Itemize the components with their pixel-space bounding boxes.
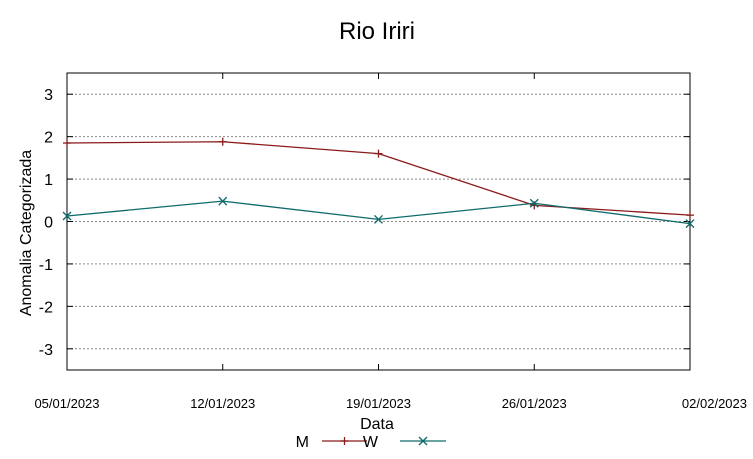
data-point-W	[685, 219, 695, 229]
data-point-M	[63, 139, 71, 148]
y-tick-label: -3	[39, 342, 53, 359]
y-axis-label: Anomalia Categorizada	[18, 150, 35, 316]
y-tick-label: 0	[44, 215, 53, 232]
data-point-W	[218, 196, 228, 206]
series	[62, 137, 695, 229]
legend-label-M: M	[296, 434, 309, 451]
data-point-W	[529, 198, 539, 208]
x-tick-label: 19/01/2023	[346, 396, 411, 411]
data-point-W	[62, 211, 72, 221]
legend-label-W: W	[363, 434, 379, 451]
axes: 3 2 1 0 -1 -2 -3 05/01/2023 12/01/2023 19/01/2023…	[34, 72, 747, 411]
legend-marker-W	[418, 436, 428, 446]
y-tick-label: -1	[39, 257, 53, 274]
y-tick-label: 3	[44, 87, 53, 104]
x-axis-label: Data	[360, 416, 394, 433]
y-tick-label: -2	[39, 299, 53, 316]
gridlines	[67, 93, 690, 350]
legend-marker-M	[340, 437, 349, 445]
chart-title: Rio Iriri	[339, 18, 415, 45]
x-tick-label: 05/01/2023	[34, 396, 99, 411]
x-tick-label: 02/02/2023	[682, 396, 747, 411]
y-tick-label: 1	[44, 172, 53, 189]
data-point-M	[374, 149, 383, 158]
data-point-M	[218, 137, 227, 146]
data-point-W	[374, 214, 383, 224]
y-tick-label: 2	[44, 130, 53, 147]
x-tick-label: 26/01/2023	[502, 396, 567, 411]
x-tick-label: 12/01/2023	[190, 396, 255, 411]
data-point-M	[686, 211, 694, 220]
